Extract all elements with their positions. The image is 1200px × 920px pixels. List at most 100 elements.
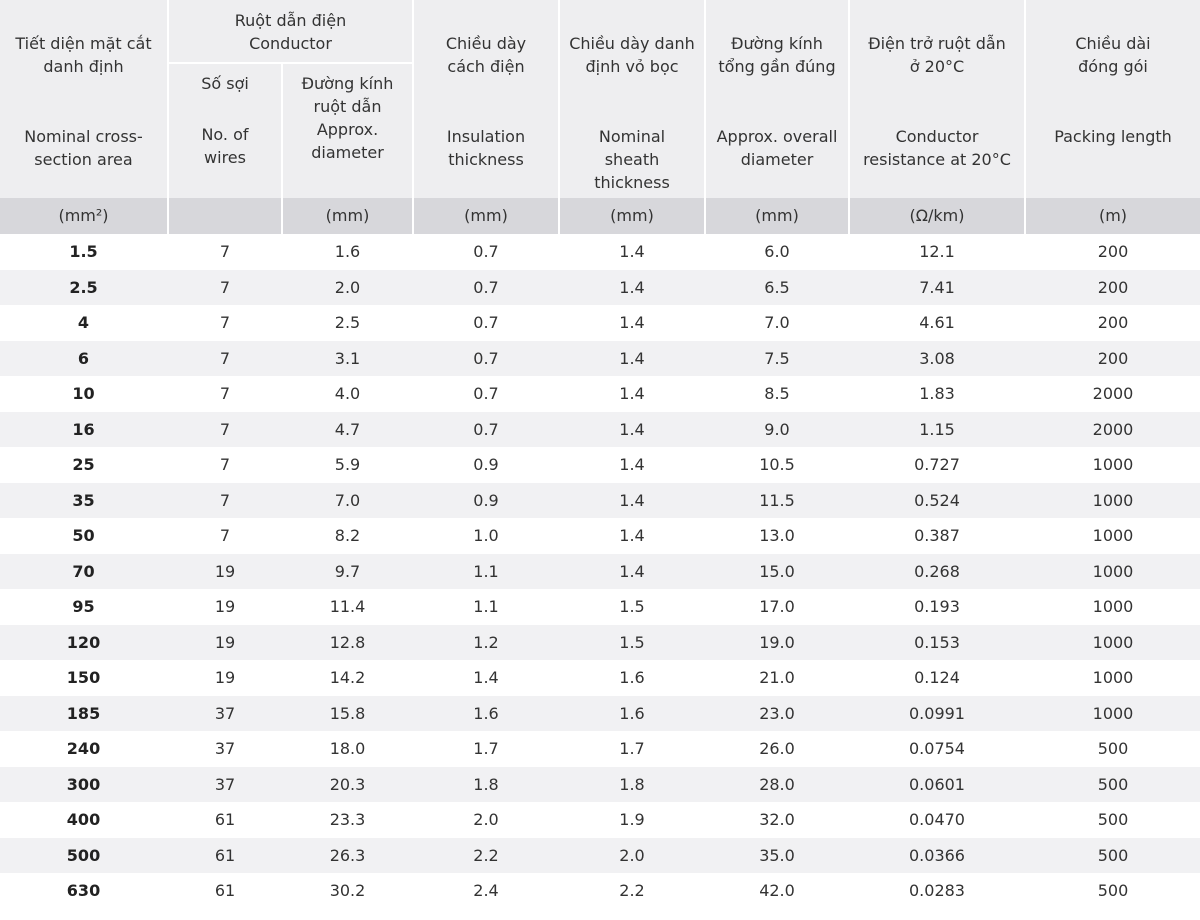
cell-packing-length: 1000: [1092, 490, 1134, 510]
cell-resistance: 0.387: [914, 526, 960, 545]
table-row: 300 37 20.3 1.8 1.8 28.0 0.0601 500: [0, 766, 1200, 802]
header-en-line: diameter: [311, 143, 384, 162]
cell-packing-length: 1000: [1092, 455, 1134, 474]
header-en-line: Insulation: [446, 127, 526, 146]
unit-cell: [169, 198, 281, 234]
cell-overall-diameter: 26.0: [759, 739, 795, 758]
cell-resistance: 0.0601: [909, 774, 965, 794]
cell-insulation: 2.2: [473, 845, 499, 865]
cell-resistance: 1.15: [919, 419, 955, 439]
header-overall-diameter: Đường kính tổng gần đúng Approx. overall…: [706, 32, 848, 171]
divider: [169, 62, 412, 64]
cell-nominal-area: 6: [77, 348, 90, 368]
cell-diameter: 15.8: [329, 703, 366, 723]
divider: [704, 0, 706, 198]
header-vi-line: ruột dẫn: [313, 97, 382, 116]
cell-overall-diameter: 6.5: [764, 277, 790, 297]
cell-diameter: 3.1: [334, 348, 361, 368]
header-en-line: sheath: [604, 150, 660, 169]
cell-packing-length: 200: [1097, 242, 1129, 261]
header-en-line: Conductor: [895, 127, 979, 146]
cell-resistance: 0.0470: [909, 810, 965, 829]
cell-insulation: 0.9: [473, 490, 499, 510]
cell-insulation: 1.6: [473, 703, 499, 723]
header-en-line: resistance at 20°C: [863, 150, 1011, 169]
cell-insulation: 2.4: [473, 881, 499, 900]
header-vi-line: ở 20°C: [909, 57, 965, 76]
table-row: 4 7 2.5 0.7 1.4 7.0 4.61 200: [0, 305, 1200, 341]
divider: [281, 198, 283, 234]
cell-nominal-area: 240: [66, 739, 101, 758]
cell-no-of-wires: 61: [214, 845, 236, 865]
cell-packing-length: 500: [1097, 774, 1129, 794]
cell-overall-diameter: 6.0: [764, 242, 790, 261]
cell-insulation: 1.1: [473, 597, 499, 616]
cell-overall-diameter: 32.0: [759, 810, 795, 829]
cell-nominal-area: 35: [72, 490, 95, 510]
divider: [412, 0, 414, 198]
cell-no-of-wires: 37: [214, 703, 236, 723]
table-row: 500 61 26.3 2.2 2.0 35.0 0.0366 500: [0, 837, 1200, 873]
header-vi-line: Số sợi: [201, 74, 249, 93]
cell-resistance: 0.0366: [909, 845, 965, 865]
table-row: 630 61 30.2 2.4 2.2 42.0 0.0283 500: [0, 873, 1200, 909]
cell-insulation: 1.2: [473, 632, 499, 652]
cell-nominal-area: 70: [72, 561, 95, 581]
cell-overall-diameter: 9.0: [764, 419, 790, 439]
unit-cell: (Ω/km): [909, 206, 965, 225]
header-en-line: Approx.: [316, 120, 379, 139]
header-sheath-thickness: Chiều dày danh định vỏ bọc Nominal sheat…: [560, 32, 704, 194]
cell-overall-diameter: 35.0: [759, 845, 795, 865]
cell-sheath: 1.4: [619, 419, 645, 439]
cell-diameter: 7.0: [334, 490, 361, 510]
header-approx-diameter: Đường kính ruột dẫn Approx. diameter: [283, 72, 412, 164]
header-vi-line: Chiều dày danh: [569, 34, 695, 53]
cell-diameter: 14.2: [329, 668, 366, 687]
cell-no-of-wires: 19: [214, 561, 236, 581]
cell-no-of-wires: 37: [214, 774, 236, 794]
cell-no-of-wires: 61: [214, 810, 236, 829]
table-row: 50 7 8.2 1.0 1.4 13.0 0.387 1000: [0, 518, 1200, 554]
cell-packing-length: 500: [1097, 845, 1129, 865]
cell-resistance: 1.83: [919, 384, 955, 403]
cell-insulation: 0.7: [473, 419, 499, 439]
header-en-line: diameter: [740, 150, 814, 169]
cell-diameter: 12.8: [329, 632, 366, 652]
header-vi-line: danh định: [43, 57, 124, 76]
cell-packing-length: 500: [1097, 810, 1129, 829]
cell-insulation: 1.4: [473, 668, 499, 687]
cell-sheath: 1.4: [619, 277, 645, 297]
header-vi-line: Đường kính: [301, 74, 394, 93]
cell-diameter: 9.7: [334, 561, 361, 581]
header-vi-line: Chiều dày: [445, 34, 527, 53]
cell-nominal-area: 300: [66, 774, 101, 794]
cell-sheath: 1.9: [619, 810, 645, 829]
cell-insulation: 0.7: [473, 277, 499, 297]
table-row: 120 19 12.8 1.2 1.5 19.0 0.153 1000: [0, 624, 1200, 660]
table-row: 25 7 5.9 0.9 1.4 10.5 0.727 1000: [0, 447, 1200, 483]
cell-overall-diameter: 10.5: [759, 455, 795, 474]
cell-packing-length: 1000: [1092, 597, 1134, 616]
cell-packing-length: 1000: [1092, 632, 1134, 652]
cell-packing-length: 1000: [1092, 526, 1134, 545]
cell-nominal-area: 95: [72, 597, 95, 616]
cell-no-of-wires: 7: [219, 384, 231, 403]
header-conductor-group: Ruột dẫn điện Conductor: [169, 9, 412, 55]
divider: [1024, 198, 1026, 234]
cell-insulation: 0.9: [473, 455, 499, 474]
header-vi-line: Chiều dài: [1075, 34, 1151, 53]
cell-sheath: 1.6: [619, 668, 645, 687]
cell-resistance: 0.0754: [909, 739, 965, 758]
cell-packing-length: 200: [1097, 313, 1129, 332]
cell-nominal-area: 1.5: [69, 242, 98, 261]
cell-resistance: 0.0991: [909, 703, 965, 723]
divider: [558, 198, 560, 234]
header-no-of-wires: Số sợi No. of wires: [169, 72, 281, 169]
header-vi-line: đóng gói: [1078, 57, 1148, 76]
cell-insulation: 0.7: [473, 384, 499, 403]
unit-cell: (mm): [755, 206, 799, 225]
cell-resistance: 0.727: [914, 455, 960, 474]
cell-overall-diameter: 13.0: [759, 526, 795, 545]
cell-resistance: 12.1: [919, 242, 955, 261]
cell-overall-diameter: 19.0: [759, 632, 795, 652]
